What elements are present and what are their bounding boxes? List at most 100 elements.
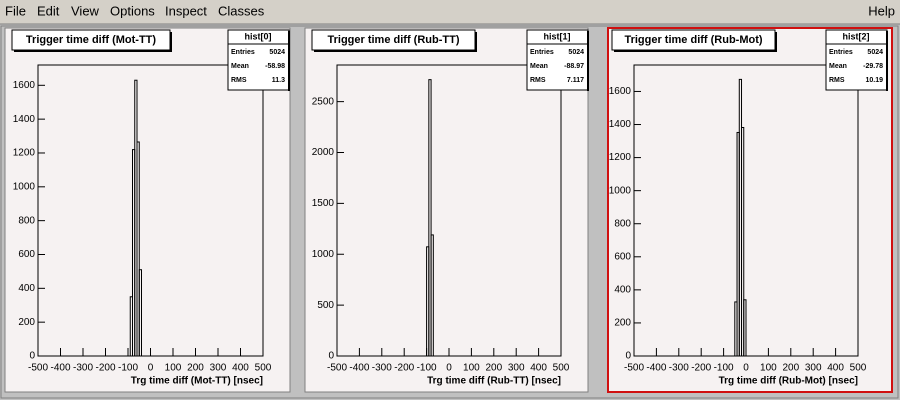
histogram-bin [428,79,432,357]
stats-name: hist[1] [544,31,571,41]
histogram-bin [743,299,747,357]
chart-title: Trigger time diff (Mot-TT) [26,34,156,46]
x-tick-label: 300 [508,363,525,374]
x-tick-label: 400 [232,363,249,374]
y-tick-label: 1600 [609,86,632,97]
histogram-bin [136,141,140,357]
y-tick-label: 500 [317,300,334,311]
y-tick-label: 400 [614,285,631,296]
y-tick-label: 800 [614,218,631,229]
y-tick-label: 1600 [13,80,36,91]
x-tick-label: 500 [850,363,867,374]
stats-label: RMS [530,77,546,84]
title-box [311,29,476,51]
chart-title: Trigger time diff (Rub-Mot) [624,34,762,46]
stats-value: -58.98 [265,63,285,70]
y-tick-label: 0 [625,351,631,362]
x-tick-label: 200 [187,363,204,374]
y-tick-label: 1500 [312,198,335,209]
menu-item[interactable]: Inspect [165,3,207,18]
x-tick-label: -500 [327,363,347,374]
stats-label: Entries [530,49,554,56]
x-tick-label: -400 [646,363,666,374]
x-tick-label: 500 [553,363,570,374]
stats-value: 5024 [269,49,285,56]
histogram-bin [430,234,434,357]
x-tick-label: -300 [372,363,392,374]
stats-label: Mean [530,63,548,70]
x-tick-label: -500 [28,363,48,374]
stats-label: Mean [829,63,847,70]
x-tick-label: -100 [118,363,138,374]
stats-box [825,29,888,91]
stats-value: 5024 [867,49,883,56]
y-tick-label: 600 [614,251,631,262]
stats-name: hist[2] [843,31,870,41]
y-tick-label: 1000 [312,249,335,260]
y-tick-label: 1200 [13,148,36,159]
x-tick-label: 300 [805,363,822,374]
stats-value: -29.78 [863,63,883,70]
x-tick-label: 0 [446,363,452,374]
x-tick-label: -400 [349,363,369,374]
y-tick-label: 1200 [609,152,632,163]
x-tick-label: 400 [530,363,547,374]
y-tick-label: 1000 [609,185,632,196]
x-axis-label: Trg time diff (Rub-TT) [nsec] [427,376,561,387]
x-tick-label: -200 [394,363,414,374]
x-axis-label: Trg time diff (Rub-Mot) [nsec] [719,376,858,387]
stats-value: 11.3 [272,77,285,84]
y-tick-label: 1400 [609,119,632,130]
y-tick-label: 1000 [13,181,36,192]
y-tick-label: 200 [18,317,35,328]
title-box [11,29,171,51]
menu-bar [0,0,900,24]
y-tick-label: 2000 [312,147,335,158]
stats-box [526,29,589,91]
menu-item[interactable]: File [5,3,26,18]
y-tick-label: 400 [18,283,35,294]
pad [4,27,291,393]
menu-item[interactable]: View [71,3,100,18]
x-tick-label: -100 [714,363,734,374]
y-tick-label: 200 [614,318,631,329]
x-tick-label: 200 [782,363,799,374]
stats-value: 7.117 [567,77,584,84]
x-tick-label: -200 [691,363,711,374]
x-axis-label: Trg time diff (Mot-TT) [nsec] [131,376,263,387]
stats-value: 10.19 [865,77,883,84]
x-tick-label: 100 [165,363,182,374]
y-tick-label: 0 [29,351,35,362]
menu-item[interactable]: Options [110,3,155,18]
x-tick-label: 0 [743,363,749,374]
y-tick-label: 1400 [13,114,36,125]
x-tick-label: -200 [95,363,115,374]
x-tick-label: 500 [255,363,272,374]
stats-box [227,29,290,91]
stats-label: RMS [829,77,845,84]
menu-item[interactable]: Help [868,3,895,18]
stats-label: Entries [231,49,255,56]
stats-label: RMS [231,77,247,84]
stats-label: Mean [231,63,249,70]
x-tick-label: 200 [485,363,502,374]
menu-item[interactable]: Classes [218,3,265,18]
y-tick-label: 0 [328,351,334,362]
x-tick-label: 400 [827,363,844,374]
x-tick-label: 300 [210,363,227,374]
x-tick-label: -500 [624,363,644,374]
y-tick-label: 2500 [312,96,335,107]
stats-name: hist[0] [245,31,272,41]
x-tick-label: -300 [73,363,93,374]
x-tick-label: 100 [463,363,480,374]
menu-item[interactable]: Edit [37,3,60,18]
chart-title: Trigger time diff (Rub-TT) [328,34,460,46]
x-tick-label: 0 [148,363,154,374]
histogram-bin [138,269,142,357]
x-tick-label: -300 [669,363,689,374]
x-tick-label: 100 [760,363,777,374]
title-box [611,29,776,51]
y-tick-label: 800 [18,215,35,226]
